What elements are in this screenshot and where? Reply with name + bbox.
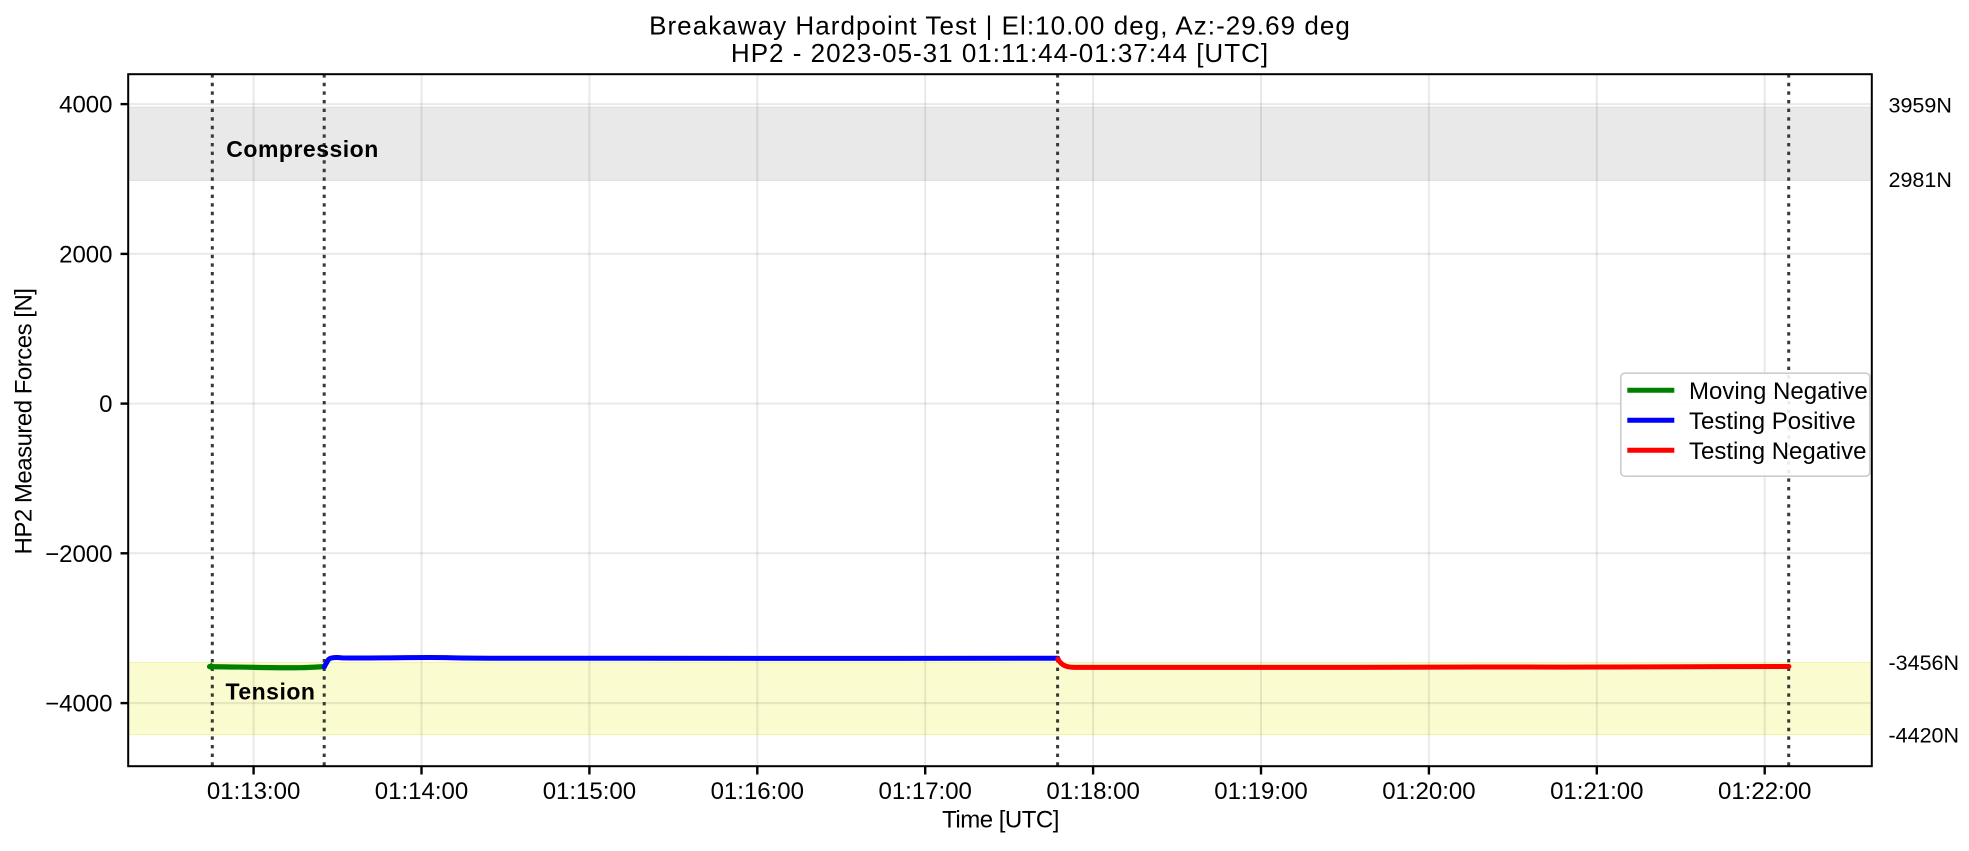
svg-text:01:19:00: 01:19:00 [1214,778,1307,805]
svg-text:Tension: Tension [226,678,316,704]
svg-text:3959N: 3959N [1889,94,1952,118]
svg-text:-3456N: -3456N [1889,651,1960,675]
svg-text:01:17:00: 01:17:00 [878,778,971,805]
svg-text:−4000: −4000 [45,691,112,718]
svg-text:Testing Positive: Testing Positive [1689,408,1856,435]
svg-text:01:22:00: 01:22:00 [1718,778,1811,805]
svg-text:2000: 2000 [59,242,112,269]
svg-text:0: 0 [99,391,112,418]
svg-text:01:13:00: 01:13:00 [207,778,300,805]
svg-text:Testing Negative: Testing Negative [1689,438,1866,465]
svg-text:2981N: 2981N [1889,168,1952,192]
svg-text:-4420N: -4420N [1889,723,1960,747]
svg-text:HP2 - 2023-05-31 01:11:44-01:3: HP2 - 2023-05-31 01:11:44-01:37:44 [UTC] [731,38,1269,68]
svg-text:−2000: −2000 [45,541,112,568]
svg-text:Compression: Compression [226,136,378,162]
svg-text:01:15:00: 01:15:00 [543,778,636,805]
svg-text:01:18:00: 01:18:00 [1046,778,1139,805]
svg-text:01:21:00: 01:21:00 [1550,778,1643,805]
svg-text:Moving Negative: Moving Negative [1689,378,1868,405]
svg-text:Time [UTC]: Time [UTC] [942,806,1059,833]
svg-text:01:20:00: 01:20:00 [1382,778,1475,805]
svg-text:Breakaway Hardpoint Test | El:: Breakaway Hardpoint Test | El:10.00 deg,… [649,11,1351,41]
svg-text:01:16:00: 01:16:00 [711,778,804,805]
svg-text:01:14:00: 01:14:00 [375,778,468,805]
svg-text:HP2 Measured Forces [N]: HP2 Measured Forces [N] [11,289,38,555]
svg-text:4000: 4000 [59,92,112,119]
